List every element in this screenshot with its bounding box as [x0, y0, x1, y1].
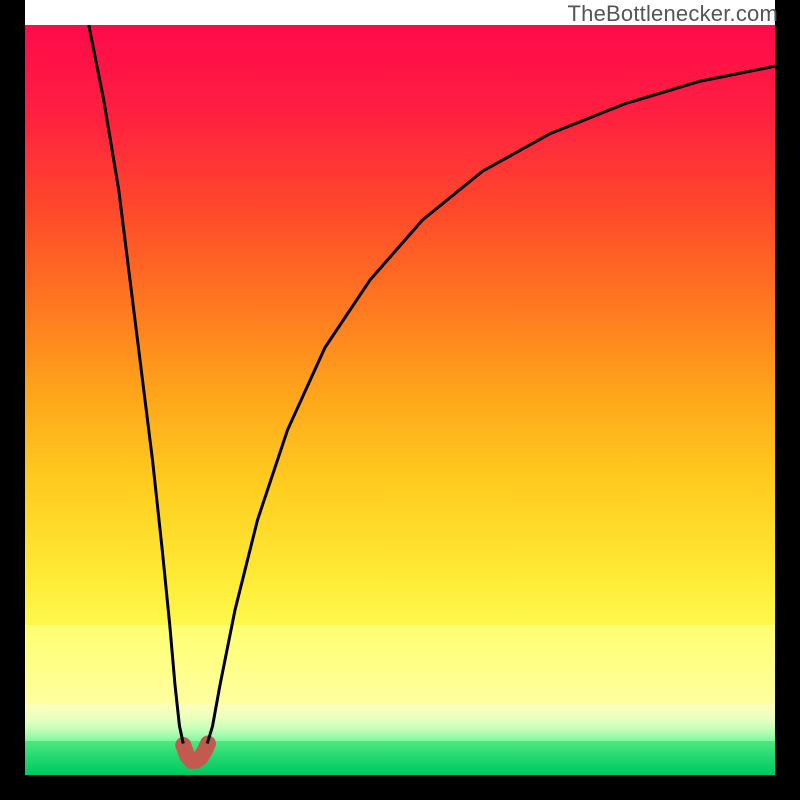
curve-left-branch: [89, 25, 184, 744]
watermark-text: TheBottlenecker.com: [568, 1, 778, 27]
curve-right-branch: [207, 66, 775, 743]
border-left: [0, 0, 25, 800]
figure-root: TheBottlenecker.com: [0, 0, 800, 800]
border-bottom: [0, 775, 800, 800]
bottleneck-marker: [183, 744, 208, 761]
curve-svg: [25, 25, 775, 775]
border-right: [775, 0, 800, 800]
chart-area: [25, 25, 775, 775]
